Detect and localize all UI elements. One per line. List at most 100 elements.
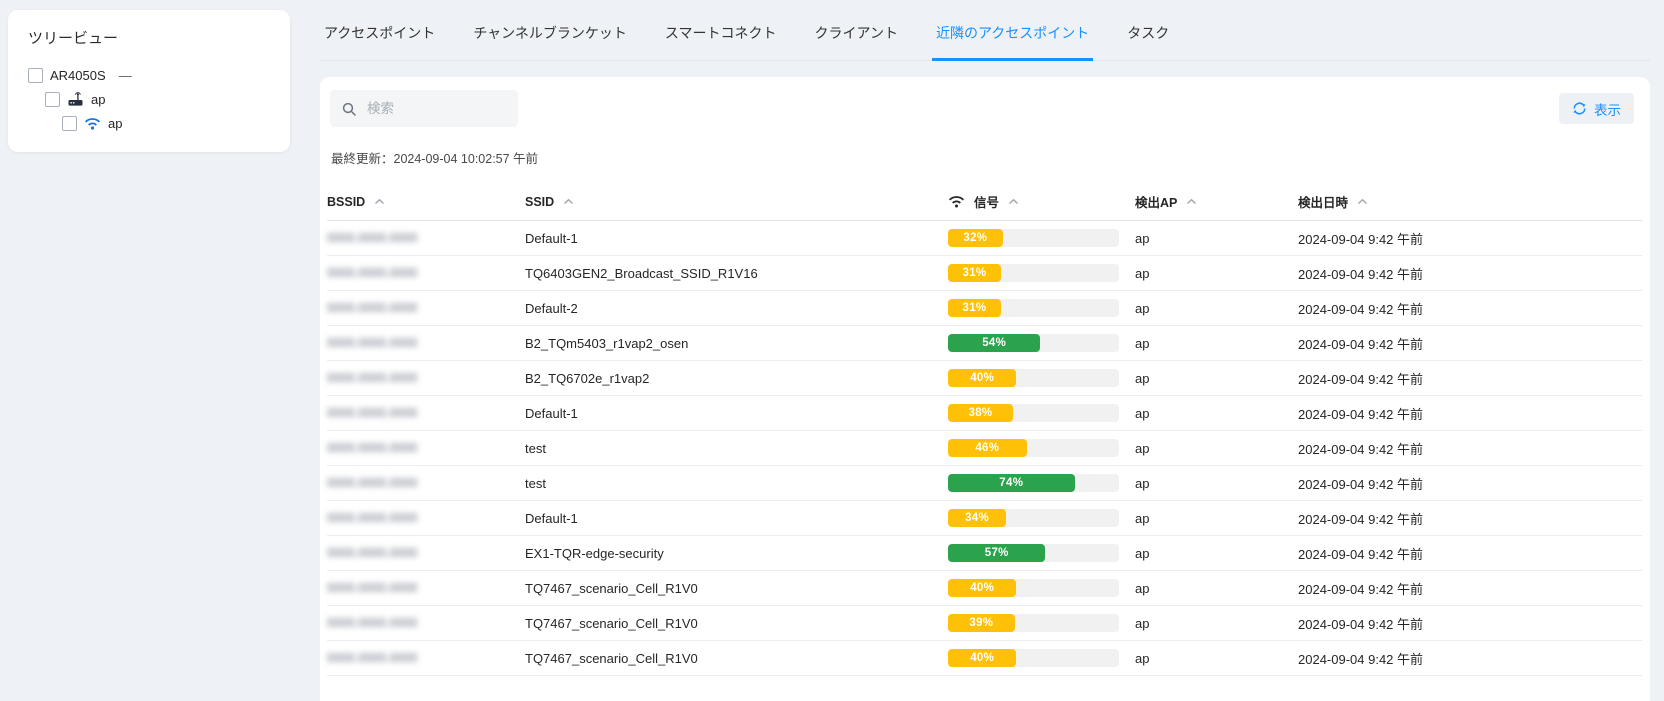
signal-cell: 39% bbox=[948, 614, 1135, 632]
signal-bar-fill: 57% bbox=[948, 544, 1046, 562]
tree-item-ap[interactable]: ap bbox=[28, 111, 276, 135]
tab-1[interactable]: チャンネルブランケット bbox=[473, 25, 627, 41]
signal-cell: 31% bbox=[948, 299, 1135, 317]
signal-bar-fill: 38% bbox=[948, 404, 1013, 422]
tree-item-ar4050s[interactable]: AR4050S — bbox=[28, 63, 276, 87]
signal-cell: 40% bbox=[948, 579, 1135, 597]
column-header-bssid[interactable]: BSSID bbox=[327, 195, 525, 209]
bssid-cell: 0000.0000.0000 bbox=[327, 651, 418, 665]
signal-bar-track: 40% bbox=[948, 579, 1119, 597]
table-body: 0000.0000.0000 Default-1 32% ap 2024-09-… bbox=[327, 221, 1642, 676]
ssid-cell: TQ7467_scenario_Cell_R1V0 bbox=[525, 580, 698, 596]
ssid-cell: TQ6403GEN2_Broadcast_SSID_R1V16 bbox=[525, 265, 758, 281]
signal-cell: 40% bbox=[948, 369, 1135, 387]
table-row: 0000.0000.0000 test 46% ap 2024-09-04 9:… bbox=[327, 431, 1642, 466]
detected-at-cell: 2024-09-04 9:42 午前 bbox=[1298, 511, 1424, 527]
signal-bar-track: 74% bbox=[948, 474, 1119, 492]
detected-at-cell: 2024-09-04 9:42 午前 bbox=[1298, 371, 1424, 387]
checkbox[interactable] bbox=[28, 67, 43, 83]
tree-item-label: AR4050S bbox=[50, 67, 106, 83]
tree-item-ap[interactable]: ap bbox=[28, 87, 276, 111]
detected-ap-cell: ap bbox=[1135, 335, 1150, 351]
show-button[interactable]: 表示 bbox=[1559, 93, 1634, 124]
detected-ap-cell: ap bbox=[1135, 650, 1150, 666]
detected-ap-cell: ap bbox=[1135, 580, 1150, 596]
table-row: 0000.0000.0000 TQ7467_scenario_Cell_R1V0… bbox=[327, 606, 1642, 641]
signal-bar-track: 34% bbox=[948, 509, 1119, 527]
signal-bar-fill: 40% bbox=[948, 649, 1017, 667]
detected-ap-cell: ap bbox=[1135, 265, 1150, 281]
detected-ap-cell: ap bbox=[1135, 475, 1150, 491]
neighbor-ap-table: BSSID SSID 信号 検出AP 検出日時 bbox=[327, 183, 1642, 676]
refresh-icon bbox=[1572, 101, 1587, 116]
tab-0[interactable]: アクセスポイント bbox=[324, 25, 436, 41]
signal-cell: 34% bbox=[948, 509, 1135, 527]
last-updated-text: 最終更新：2024-09-04 10:02:57 午前 bbox=[331, 152, 539, 166]
search-input[interactable] bbox=[365, 100, 506, 117]
tree-item-label: ap bbox=[91, 91, 106, 107]
table-row: 0000.0000.0000 Default-1 32% ap 2024-09-… bbox=[327, 221, 1642, 256]
column-header-ssid[interactable]: SSID bbox=[525, 195, 948, 209]
toolbar: 表示 bbox=[327, 90, 1642, 130]
signal-bar-track: 31% bbox=[948, 264, 1119, 282]
table-row: 0000.0000.0000 Default-1 34% ap 2024-09-… bbox=[327, 501, 1642, 536]
detected-ap-cell: ap bbox=[1135, 440, 1150, 456]
column-label: SSID bbox=[525, 194, 555, 209]
bssid-cell: 0000.0000.0000 bbox=[327, 441, 418, 455]
column-header-detected-at[interactable]: 検出日時 bbox=[1298, 192, 1642, 211]
sort-chevron-up-icon bbox=[1357, 198, 1368, 205]
table-row: 0000.0000.0000 TQ7467_scenario_Cell_R1V0… bbox=[327, 571, 1642, 606]
signal-cell: 32% bbox=[948, 229, 1135, 247]
checkbox[interactable] bbox=[62, 115, 77, 131]
signal-bar-track: 38% bbox=[948, 404, 1119, 422]
signal-cell: 57% bbox=[948, 544, 1135, 562]
collapse-toggle[interactable]: — bbox=[118, 67, 132, 83]
wifi-icon bbox=[948, 195, 965, 208]
detected-at-cell: 2024-09-04 9:42 午前 bbox=[1298, 301, 1424, 317]
signal-bar-fill: 74% bbox=[948, 474, 1075, 492]
detected-at-cell: 2024-09-04 9:42 午前 bbox=[1298, 406, 1424, 422]
signal-bar-fill: 39% bbox=[948, 614, 1015, 632]
tab-4[interactable]: 近隣のアクセスポイント bbox=[931, 23, 1094, 61]
bssid-cell: 0000.0000.0000 bbox=[327, 231, 418, 245]
bssid-cell: 0000.0000.0000 bbox=[327, 511, 418, 525]
ssid-cell: B2_TQm5403_r1vap2_osen bbox=[525, 335, 689, 351]
search-box[interactable] bbox=[330, 90, 518, 127]
sort-chevron-up-icon bbox=[563, 198, 574, 205]
detected-ap-cell: ap bbox=[1135, 370, 1150, 386]
detected-at-cell: 2024-09-04 9:42 午前 bbox=[1298, 266, 1424, 282]
sort-chevron-up-icon bbox=[1008, 198, 1019, 205]
ssid-cell: Default-1 bbox=[525, 405, 578, 421]
access-point-device-icon bbox=[67, 91, 84, 107]
ssid-cell: B2_TQ6702e_r1vap2 bbox=[525, 370, 650, 386]
signal-bar-track: 40% bbox=[948, 649, 1119, 667]
signal-bar-fill: 54% bbox=[948, 334, 1041, 352]
detected-ap-cell: ap bbox=[1135, 545, 1150, 561]
search-icon bbox=[342, 102, 356, 116]
bssid-cell: 0000.0000.0000 bbox=[327, 336, 418, 350]
table-header-row: BSSID SSID 信号 検出AP 検出日時 bbox=[327, 183, 1642, 221]
tab-5[interactable]: タスク bbox=[1127, 25, 1170, 41]
column-header-detected-ap[interactable]: 検出AP bbox=[1135, 192, 1298, 211]
ssid-cell: TQ7467_scenario_Cell_R1V0 bbox=[525, 650, 698, 666]
ssid-cell: Default-2 bbox=[525, 300, 578, 316]
tab-bar: アクセスポイント チャンネルブランケット スマートコネクト クライアント 近隣のアクセス… bbox=[320, 0, 1650, 61]
ssid-cell: EX1-TQR-edge-security bbox=[525, 545, 664, 561]
tab-2[interactable]: スマートコネクト bbox=[664, 25, 777, 41]
bssid-cell: 0000.0000.0000 bbox=[327, 406, 418, 420]
column-header-signal[interactable]: 信号 bbox=[948, 192, 1135, 211]
detected-ap-cell: ap bbox=[1135, 615, 1150, 631]
signal-bar-fill: 40% bbox=[948, 579, 1017, 597]
bssid-cell: 0000.0000.0000 bbox=[327, 476, 418, 490]
sort-chevron-up-icon bbox=[1186, 198, 1197, 205]
signal-cell: 46% bbox=[948, 439, 1135, 457]
signal-bar-fill: 31% bbox=[948, 264, 1001, 282]
column-label: 信号 bbox=[974, 196, 1000, 210]
tab-3[interactable]: クライアント bbox=[814, 25, 898, 41]
detected-at-cell: 2024-09-04 9:42 午前 bbox=[1298, 441, 1424, 457]
bssid-cell: 0000.0000.0000 bbox=[327, 266, 418, 280]
signal-cell: 38% bbox=[948, 404, 1135, 422]
checkbox[interactable] bbox=[45, 91, 60, 107]
signal-bar-fill: 34% bbox=[948, 509, 1007, 527]
detected-ap-cell: ap bbox=[1135, 405, 1150, 421]
